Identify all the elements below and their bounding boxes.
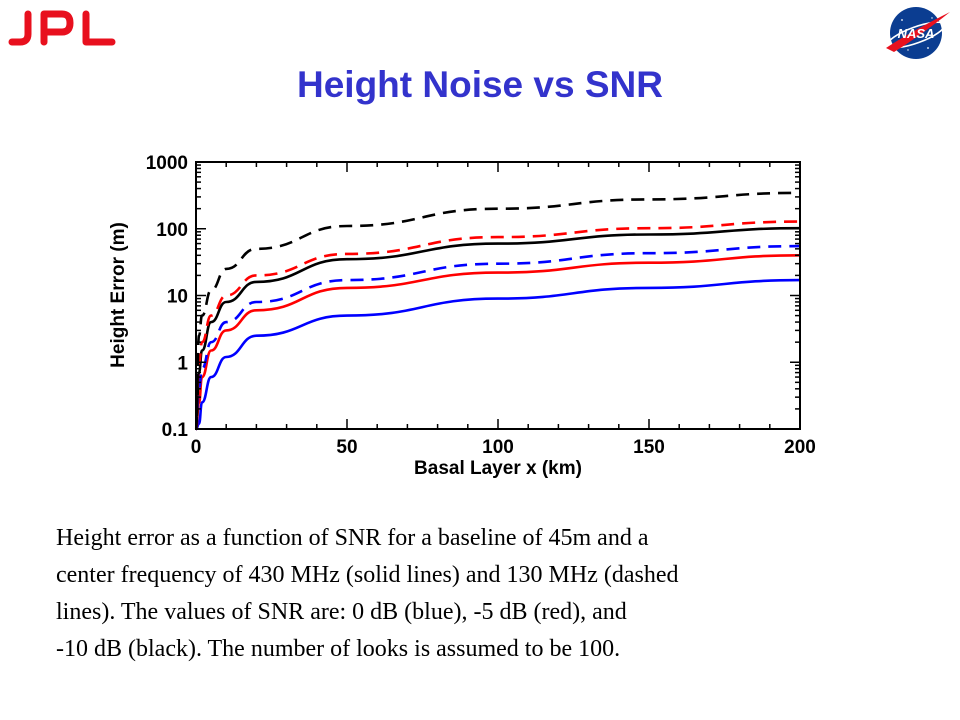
series-line-1 bbox=[195, 278, 801, 431]
caption-line: -10 dB (black). The number of looks is a… bbox=[56, 636, 621, 662]
series-line-3 bbox=[194, 226, 801, 431]
y-tick-label: 1 bbox=[177, 353, 188, 374]
x-axis-label: Basal Layer x (km) bbox=[414, 458, 582, 479]
y-tick-label: 10 bbox=[167, 287, 188, 308]
figure-caption: Height error as a function of SNR for a … bbox=[56, 520, 916, 668]
y-tick-label: 1000 bbox=[146, 153, 188, 174]
x-tick-label: 200 bbox=[784, 437, 816, 458]
svg-text:NASA: NASA bbox=[898, 26, 935, 41]
x-tick-label: 50 bbox=[336, 437, 357, 458]
slide-title: Height Noise vs SNR bbox=[297, 64, 663, 105]
y-tick-label: 0.1 bbox=[162, 420, 189, 441]
caption-line: lines). The values of SNR are: 0 dB (blu… bbox=[56, 599, 627, 625]
jpl-logo bbox=[8, 10, 116, 46]
height-error-chart: 0 50 100 150 200 0.1 1 10 100 1000 Basal Layer x … bbox=[108, 153, 816, 479]
caption-line: Height error as a function of SNR for a … bbox=[56, 525, 649, 551]
series-line-5 bbox=[194, 220, 801, 431]
y-axis-label: Height Error (m) bbox=[108, 222, 129, 368]
x-tick-label: 150 bbox=[633, 437, 665, 458]
series-line-2 bbox=[194, 254, 801, 431]
nasa-logo: NASA bbox=[886, 7, 950, 59]
x-tick-label: 0 bbox=[191, 437, 202, 458]
caption-line: center frequency of 430 MHz (solid lines… bbox=[56, 562, 679, 588]
y-tick-label: 100 bbox=[156, 220, 188, 241]
series-line-6 bbox=[194, 191, 801, 431]
x-tick-label: 100 bbox=[482, 437, 514, 458]
plot-frame bbox=[195, 161, 801, 430]
